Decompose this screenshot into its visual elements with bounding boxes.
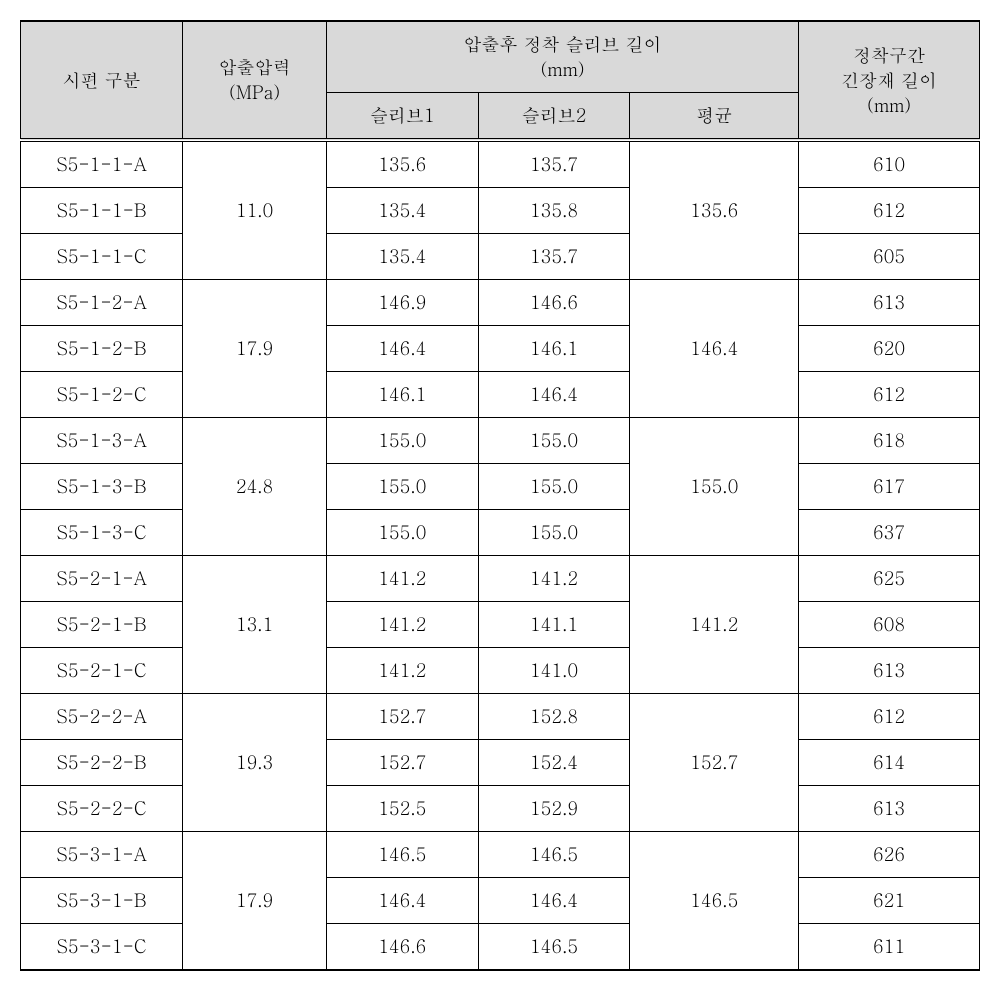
- cell-anchor: 613: [799, 786, 980, 832]
- cell-specimen: S5-1-3-C: [21, 510, 183, 556]
- header-pressure-unit: (MPa): [229, 80, 280, 105]
- header-sleeve1: 슬리브1: [326, 93, 478, 141]
- cell-anchor: 610: [799, 140, 980, 188]
- cell-sleeve2: 141.0: [478, 648, 630, 694]
- cell-sleeve1: 146.9: [326, 280, 478, 326]
- cell-sleeve1: 152.7: [326, 740, 478, 786]
- cell-average: 135.6: [630, 140, 799, 280]
- cell-pressure: 13.1: [183, 556, 327, 694]
- cell-pressure: 24.8: [183, 418, 327, 556]
- cell-anchor: 625: [799, 556, 980, 602]
- cell-sleeve1: 155.0: [326, 418, 478, 464]
- header-specimen: 시편 구분: [21, 21, 183, 140]
- cell-anchor: 612: [799, 372, 980, 418]
- cell-sleeve1: 141.2: [326, 602, 478, 648]
- cell-average: 155.0: [630, 418, 799, 556]
- cell-pressure: 17.9: [183, 832, 327, 971]
- cell-pressure: 17.9: [183, 280, 327, 418]
- cell-sleeve1: 141.2: [326, 556, 478, 602]
- cell-specimen: S5-2-1-C: [21, 648, 183, 694]
- cell-anchor: 612: [799, 694, 980, 740]
- cell-sleeve1: 146.1: [326, 372, 478, 418]
- cell-sleeve2: 146.5: [478, 924, 630, 971]
- cell-specimen: S5-2-2-A: [21, 694, 183, 740]
- cell-specimen: S5-2-2-B: [21, 740, 183, 786]
- cell-sleeve2: 155.0: [478, 510, 630, 556]
- cell-sleeve2: 152.8: [478, 694, 630, 740]
- cell-pressure: 11.0: [183, 140, 327, 280]
- cell-sleeve2: 141.2: [478, 556, 630, 602]
- cell-sleeve1: 146.4: [326, 326, 478, 372]
- cell-anchor: 612: [799, 188, 980, 234]
- cell-specimen: S5-3-1-A: [21, 832, 183, 878]
- cell-anchor: 618: [799, 418, 980, 464]
- cell-sleeve2: 135.7: [478, 234, 630, 280]
- cell-anchor: 637: [799, 510, 980, 556]
- header-sleeve-label: 압출후 정착 슬리브 길이: [464, 32, 662, 57]
- cell-anchor: 613: [799, 648, 980, 694]
- cell-specimen: S5-2-2-C: [21, 786, 183, 832]
- cell-anchor: 617: [799, 464, 980, 510]
- cell-specimen: S5-2-1-A: [21, 556, 183, 602]
- cell-sleeve1: 141.2: [326, 648, 478, 694]
- cell-anchor: 626: [799, 832, 980, 878]
- cell-sleeve1: 146.4: [326, 878, 478, 924]
- cell-specimen: S5-1-1-B: [21, 188, 183, 234]
- cell-sleeve2: 135.8: [478, 188, 630, 234]
- header-anchor-label1: 정착구간: [853, 43, 925, 68]
- cell-average: 152.7: [630, 694, 799, 832]
- header-pressure-label: 압출압력: [219, 55, 291, 80]
- cell-sleeve2: 135.7: [478, 140, 630, 188]
- cell-sleeve1: 155.0: [326, 464, 478, 510]
- cell-specimen: S5-1-1-C: [21, 234, 183, 280]
- cell-anchor: 620: [799, 326, 980, 372]
- cell-sleeve1: 152.5: [326, 786, 478, 832]
- cell-sleeve1: 146.5: [326, 832, 478, 878]
- cell-anchor: 611: [799, 924, 980, 971]
- cell-specimen: S5-1-2-C: [21, 372, 183, 418]
- cell-sleeve2: 152.4: [478, 740, 630, 786]
- cell-sleeve2: 141.1: [478, 602, 630, 648]
- cell-specimen: S5-3-1-C: [21, 924, 183, 971]
- cell-sleeve1: 155.0: [326, 510, 478, 556]
- cell-sleeve2: 146.4: [478, 878, 630, 924]
- cell-specimen: S5-3-1-B: [21, 878, 183, 924]
- cell-sleeve1: 152.7: [326, 694, 478, 740]
- cell-specimen: S5-1-2-A: [21, 280, 183, 326]
- header-sleeve-unit: (mm): [540, 57, 584, 82]
- cell-sleeve2: 146.4: [478, 372, 630, 418]
- cell-sleeve2: 155.0: [478, 464, 630, 510]
- header-sleeve2: 슬리브2: [478, 93, 630, 141]
- cell-sleeve2: 146.5: [478, 832, 630, 878]
- cell-sleeve1: 135.4: [326, 234, 478, 280]
- cell-sleeve2: 146.6: [478, 280, 630, 326]
- header-anchor-label2: 긴장재 길이: [841, 68, 937, 93]
- cell-sleeve2: 155.0: [478, 418, 630, 464]
- cell-anchor: 614: [799, 740, 980, 786]
- cell-anchor: 608: [799, 602, 980, 648]
- cell-pressure: 19.3: [183, 694, 327, 832]
- header-sleeve-length: 압출후 정착 슬리브 길이 (mm): [326, 21, 798, 93]
- cell-anchor: 613: [799, 280, 980, 326]
- cell-anchor: 621: [799, 878, 980, 924]
- cell-specimen: S5-1-2-B: [21, 326, 183, 372]
- header-pressure: 압출압력 (MPa): [183, 21, 327, 140]
- cell-sleeve1: 135.4: [326, 188, 478, 234]
- cell-sleeve2: 152.9: [478, 786, 630, 832]
- cell-average: 141.2: [630, 556, 799, 694]
- cell-sleeve2: 146.1: [478, 326, 630, 372]
- cell-specimen: S5-1-3-A: [21, 418, 183, 464]
- cell-anchor: 605: [799, 234, 980, 280]
- header-anchor: 정착구간 긴장재 길이 (mm): [799, 21, 980, 140]
- cell-specimen: S5-2-1-B: [21, 602, 183, 648]
- cell-average: 146.5: [630, 832, 799, 971]
- header-average: 평균: [630, 93, 799, 141]
- cell-sleeve1: 146.6: [326, 924, 478, 971]
- cell-specimen: S5-1-1-A: [21, 140, 183, 188]
- data-table: 시편 구분 압출압력 (MPa) 압출후 정착 슬리브 길이 (mm) 정착구간…: [20, 20, 980, 971]
- cell-sleeve1: 135.6: [326, 140, 478, 188]
- header-anchor-unit: (mm): [867, 93, 911, 118]
- cell-specimen: S5-1-3-B: [21, 464, 183, 510]
- cell-average: 146.4: [630, 280, 799, 418]
